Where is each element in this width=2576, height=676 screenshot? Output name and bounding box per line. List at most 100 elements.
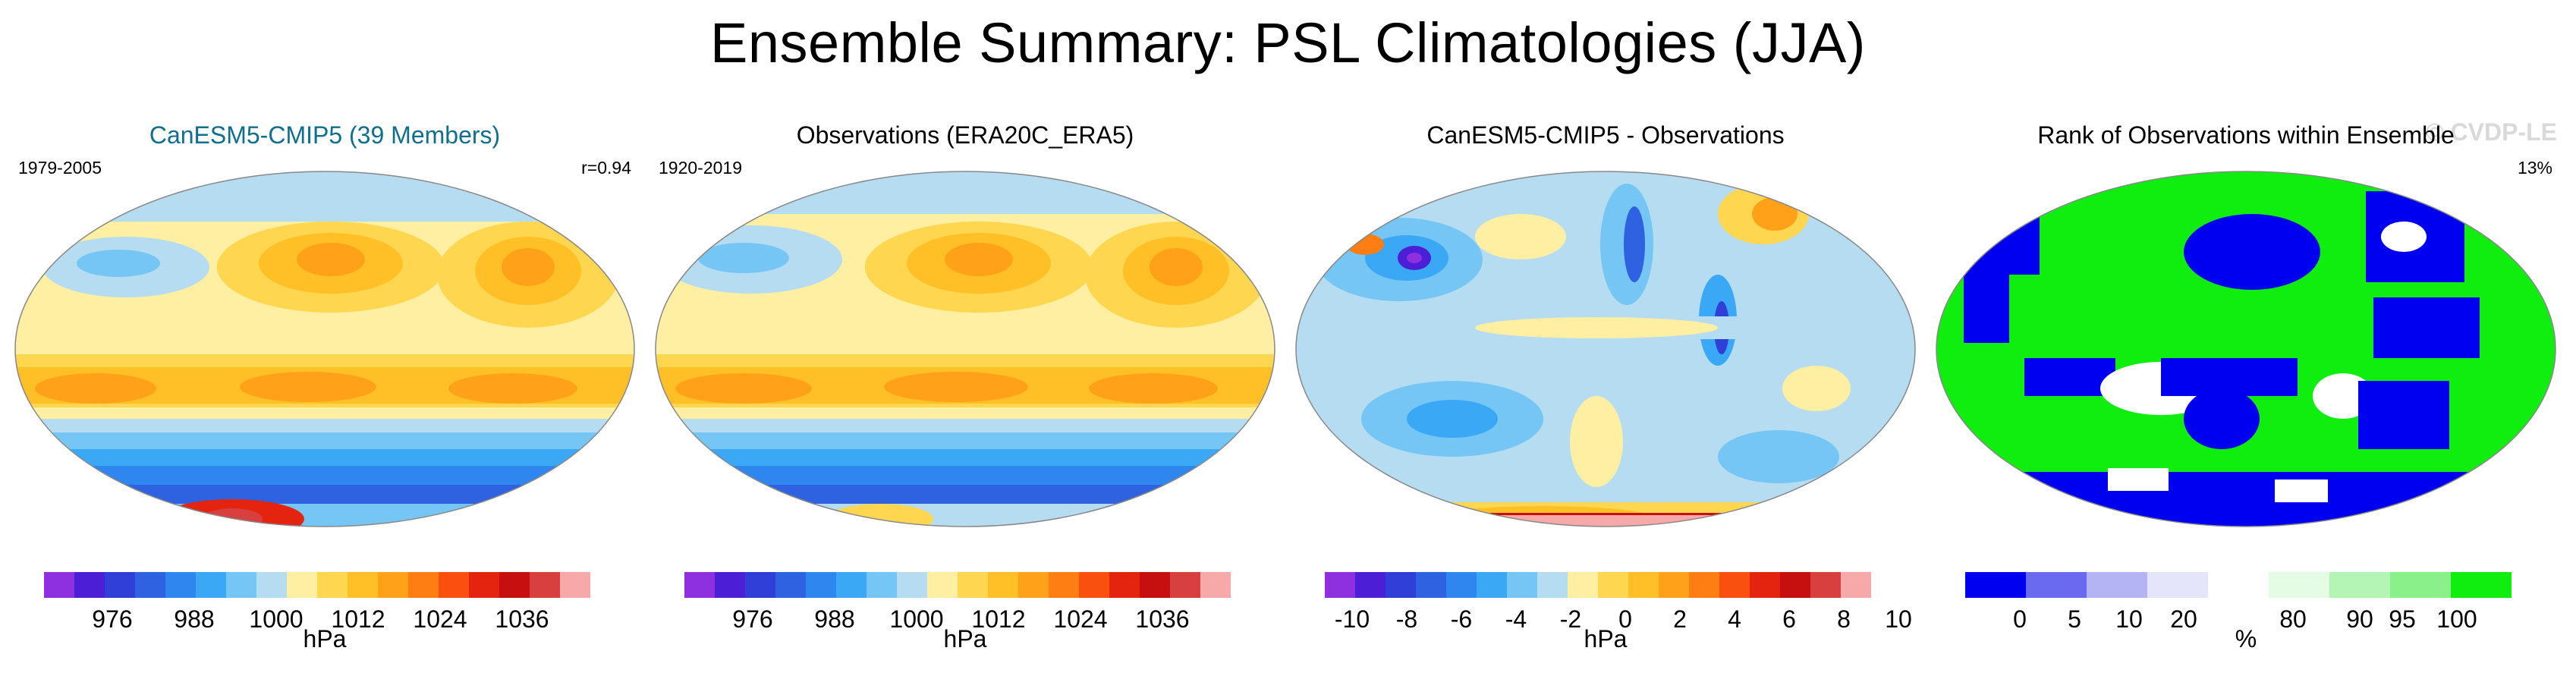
colorbar-swatch xyxy=(1841,572,1871,598)
colorbar-swatch xyxy=(1750,572,1780,598)
colorbar-ticks: -10 -8 -6 -4 -2 0 2 4 6 8 10 xyxy=(1325,599,1912,633)
colorbar-tick: 100 xyxy=(2436,605,2477,633)
rank-percent-label: 13% xyxy=(2517,158,2552,178)
colorbar-swatch xyxy=(775,572,806,598)
colorbar-swatch xyxy=(1659,572,1689,598)
colorbar-units: hPa xyxy=(303,625,347,652)
colorbar-swatch xyxy=(836,572,867,598)
rank-map xyxy=(1936,171,2556,527)
colorbar-ticks: 0 5 10 20 80 90 95 100 xyxy=(1965,599,2534,633)
colorbar-swatch xyxy=(2208,572,2269,598)
colorbar-ticks: 976 988 1000 1012 1024 1036 xyxy=(684,599,1253,633)
colorbar-tick: -6 xyxy=(1450,605,1473,633)
colorbar-tick: 10 xyxy=(2115,605,2143,633)
colorbar-tick: 2 xyxy=(1673,605,1687,633)
colorbar-swatch xyxy=(1079,572,1109,598)
colorbar-tick: 1012 xyxy=(971,605,1026,633)
colorbar-swatch xyxy=(1719,572,1750,598)
colorbar-tick: 90 xyxy=(2346,605,2373,633)
colorbar-swatch xyxy=(927,572,958,598)
colorbar-swatch xyxy=(74,572,105,598)
colorbar-tick: 976 xyxy=(732,605,773,633)
colorbar-swatch xyxy=(1965,572,2026,598)
colorbar-swatch xyxy=(2269,572,2329,598)
colorbar-tick: 4 xyxy=(1728,605,1741,633)
watermark: © CVDP-LE xyxy=(2426,118,2557,146)
colorbar-units: hPa xyxy=(1584,625,1628,652)
colorbar-swatch xyxy=(2390,572,2451,598)
colorbar-swatch xyxy=(867,572,897,598)
colorbar-swatch xyxy=(439,572,469,598)
panel-observations: Observations (ERA20C_ERA5) 1920-2019 xyxy=(646,114,1284,676)
colorbar-swatch xyxy=(1140,572,1170,598)
colorbar-tick: 976 xyxy=(92,605,133,633)
colorbar-swatch xyxy=(2329,572,2390,598)
colorbar-tick: 20 xyxy=(2170,605,2197,633)
colorbar-swatch xyxy=(469,572,499,598)
colorbar-tick: -4 xyxy=(1505,605,1527,633)
colorbar-swatch xyxy=(105,572,135,598)
colorbar-swatch xyxy=(1598,572,1628,598)
psl-difference-map xyxy=(1295,171,1916,527)
colorbar-swatch xyxy=(1416,572,1446,598)
colorbar-tick: 6 xyxy=(1782,605,1796,633)
panel-title: CanESM5-CMIP5 (39 Members) xyxy=(149,121,501,149)
colorbar-ticks: 976 988 1000 1012 1024 1036 xyxy=(44,599,613,633)
colorbar-tick: 0 xyxy=(1618,605,1632,633)
colorbar-tick: -8 xyxy=(1395,605,1418,633)
colorbar-swatch xyxy=(2026,572,2087,598)
figure-title: Ensemble Summary: PSL Climatologies (JJA… xyxy=(710,11,1866,74)
colorbar-swatch xyxy=(1109,572,1140,598)
colorbar-swatch xyxy=(1446,572,1477,598)
colorbar xyxy=(1325,572,1871,598)
colorbar-swatch xyxy=(745,572,775,598)
colorbar-swatch xyxy=(988,572,1018,598)
colorbar-swatch xyxy=(256,572,287,598)
colorbar-swatch xyxy=(499,572,530,598)
period-label: 1979-2005 xyxy=(18,158,102,178)
panel-difference: CanESM5-CMIP5 - Observations xyxy=(1287,114,1924,676)
colorbar-swatch xyxy=(1507,572,1537,598)
colorbar-swatch xyxy=(1689,572,1719,598)
colorbar-swatch xyxy=(1537,572,1568,598)
colorbar xyxy=(684,572,1231,598)
colorbar-swatch xyxy=(317,572,348,598)
colorbar-tick: 0 xyxy=(2013,605,2027,633)
colorbar-swatch xyxy=(2451,572,2512,598)
colorbar-swatch xyxy=(1018,572,1049,598)
colorbar-swatch xyxy=(2147,572,2208,598)
colorbar-tick: 8 xyxy=(1837,605,1851,633)
colorbar-tick: 1000 xyxy=(249,605,304,633)
colorbar-tick: 10 xyxy=(1885,605,1912,633)
colorbar-tick: -2 xyxy=(1559,605,1582,633)
colorbar-swatch xyxy=(226,572,256,598)
colorbar-tick: 5 xyxy=(2068,605,2081,633)
colorbar-swatch xyxy=(1325,572,1355,598)
colorbar-tick: 988 xyxy=(814,605,855,633)
panel-title: Observations (ERA20C_ERA5) xyxy=(796,121,1134,149)
colorbar-swatch xyxy=(287,572,317,598)
colorbar-swatch xyxy=(1568,572,1598,598)
colorbar-swatch xyxy=(408,572,439,598)
colorbar-swatch xyxy=(1170,572,1200,598)
colorbar-swatch xyxy=(560,572,590,598)
colorbar-units: % xyxy=(2235,625,2257,652)
colorbar-swatch xyxy=(1810,572,1841,598)
pattern-correlation-label: r=0.94 xyxy=(581,158,631,178)
colorbar-swatch xyxy=(1386,572,1416,598)
colorbar-units: hPa xyxy=(943,625,987,652)
period-label: 1920-2019 xyxy=(659,158,742,178)
colorbar-tick: 1024 xyxy=(413,605,467,633)
colorbar-swatch xyxy=(1049,572,1079,598)
colorbar-tick: 988 xyxy=(174,605,215,633)
colorbar-swatch xyxy=(44,572,74,598)
colorbar-tick: 1000 xyxy=(889,605,944,633)
psl-map-model xyxy=(14,171,635,527)
colorbar-swatch xyxy=(1628,572,1659,598)
panel-model-climatology: CanESM5-CMIP5 (39 Members) 1979-2005 r=0… xyxy=(6,114,643,676)
colorbar-swatch xyxy=(196,572,226,598)
psl-map-observations xyxy=(655,171,1275,527)
colorbar-tick: -10 xyxy=(1334,605,1370,633)
colorbar-tick: 1024 xyxy=(1053,605,1108,633)
colorbar-tick: 95 xyxy=(2389,605,2416,633)
